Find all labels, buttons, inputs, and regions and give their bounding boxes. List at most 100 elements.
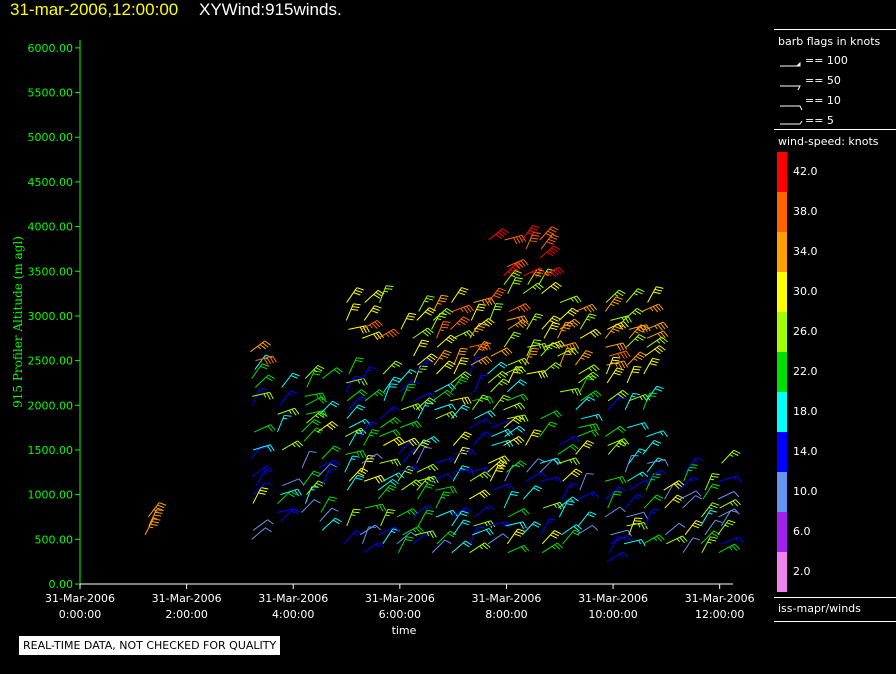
wind-barb: [469, 418, 492, 429]
wind-barb: [646, 469, 667, 482]
barb-full: [622, 342, 627, 350]
wind-barb: [558, 496, 579, 509]
barb-full: [410, 531, 418, 537]
wind-barb: [646, 321, 669, 331]
wind-barb: [488, 521, 510, 529]
barb-half: [313, 369, 318, 373]
barb-full: [502, 533, 509, 539]
barb-full: [708, 538, 717, 542]
wind-barb: [647, 459, 669, 467]
barb-full: [571, 472, 578, 478]
barb-full: [523, 315, 529, 323]
barb-half: [351, 514, 356, 516]
barb-full: [711, 532, 719, 538]
barb-full: [638, 334, 646, 339]
x-tick-date: 31-Mar-2006: [45, 592, 115, 605]
x-tick-date: 31-Mar-2006: [365, 592, 435, 605]
barb-full: [500, 380, 508, 386]
wind-barb: [346, 404, 366, 420]
barb-full: [574, 318, 581, 325]
barb-full: [316, 427, 324, 432]
wind-barb: [506, 379, 528, 393]
wind-barb: [719, 475, 742, 483]
flag-50-icon: [780, 85, 801, 91]
barb-full: [712, 502, 720, 506]
barb-full: [651, 360, 659, 364]
barb-half: [355, 430, 359, 435]
barb-full: [634, 365, 642, 368]
barb-staff: [304, 392, 323, 397]
barb-full: [486, 356, 493, 363]
flag-10-icon: [780, 105, 803, 111]
barb-half: [436, 318, 442, 321]
wind-barb: [521, 224, 540, 241]
barb-full: [520, 260, 526, 267]
barb-full: [387, 487, 395, 491]
barb-full: [577, 388, 582, 396]
barb-full: [444, 364, 452, 370]
barb-full: [575, 457, 580, 465]
barb-full: [358, 429, 364, 436]
barb-full: [636, 307, 644, 313]
barb-half: [391, 364, 396, 368]
barb-full: [733, 449, 741, 454]
barb-full: [509, 268, 517, 274]
wind-barb: [397, 437, 420, 447]
wind-barb: [717, 519, 736, 536]
barb-full: [615, 369, 623, 374]
barb-half: [515, 324, 519, 328]
barb-half: [657, 471, 662, 475]
legend-divider: [774, 621, 896, 622]
wind-barb: [717, 491, 740, 500]
wind-barb: [450, 371, 472, 384]
wind-barb: [362, 331, 384, 341]
chart-axes: [75, 40, 733, 589]
barb-full: [465, 506, 472, 513]
barb-staff: [538, 268, 549, 285]
wind-barb: [579, 472, 594, 491]
barb-full: [652, 306, 659, 313]
barb-full: [484, 471, 491, 477]
barb-half: [561, 329, 566, 332]
barb-full: [431, 353, 438, 359]
barb-full: [353, 303, 361, 306]
barb-full: [426, 359, 434, 364]
barb-half: [590, 492, 595, 497]
barb-full: [548, 518, 557, 521]
wind-barb: [252, 388, 267, 406]
wind-barb: [251, 527, 272, 540]
barb-half: [688, 469, 693, 472]
wind-barb: [321, 445, 341, 460]
wind-barb: [606, 367, 625, 384]
barb-half: [639, 473, 644, 477]
barb-full: [590, 373, 597, 379]
barb-full: [158, 502, 167, 506]
barb-half: [406, 389, 411, 391]
barb-half: [484, 522, 488, 527]
wind-barb: [379, 285, 394, 303]
colorbar-label: 22.0: [793, 365, 818, 378]
barb-full: [530, 350, 538, 353]
barb-half: [571, 437, 575, 441]
wind-barb: [607, 320, 629, 330]
wind-barb: [624, 454, 639, 473]
wind-barb: [398, 465, 421, 473]
barb-staff: [610, 315, 628, 321]
barb-full: [440, 326, 449, 329]
barb-full: [573, 435, 580, 442]
barb-half: [351, 458, 356, 461]
barb-full: [642, 471, 649, 478]
barb-full: [376, 320, 383, 326]
wind-barb: [417, 353, 438, 366]
barb-full: [586, 440, 595, 444]
wind-barb: [383, 383, 398, 401]
barb-staff: [436, 334, 451, 348]
barb-half: [446, 413, 450, 418]
barb-full: [259, 388, 267, 391]
barb-full: [266, 357, 272, 365]
barb-full: [333, 369, 341, 375]
barb-full: [258, 492, 266, 495]
barb-full: [447, 473, 454, 480]
wind-barb: [604, 476, 627, 484]
wind-barb: [451, 287, 469, 303]
